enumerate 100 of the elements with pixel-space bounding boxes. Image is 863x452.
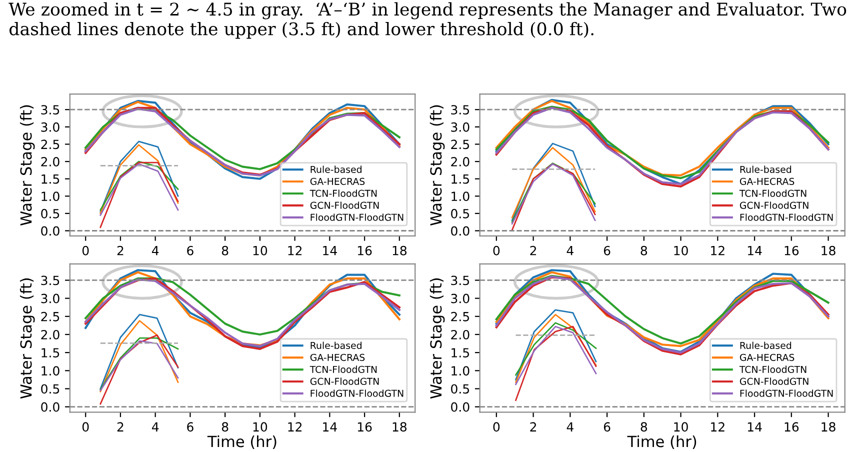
legend-label: GA-HECRAS — [310, 178, 365, 185]
x-tick-label: 6 — [604, 422, 610, 432]
legend-label: FloodGTN-FloodGTN — [740, 390, 833, 397]
x-tick-label: 16 — [784, 422, 799, 432]
y-tick-label: 1.0 — [452, 192, 470, 202]
x-axis-title: Time (hr) — [207, 435, 276, 450]
legend-label: GCN-FloodGTN — [310, 378, 379, 385]
y-tick-label: 3.0 — [451, 122, 470, 132]
y-tick-label: 2.0 — [41, 330, 60, 340]
y-tick-label: 1.5 — [42, 348, 60, 358]
y-tick-label: 1.0 — [42, 366, 60, 376]
y-tick-label: 0.5 — [451, 208, 470, 218]
x-tick-label: 18 — [822, 246, 836, 256]
y-tick-label: 3.5 — [451, 276, 470, 286]
legend-label: FloodGTN-FloodGTN — [740, 214, 833, 221]
y-tick-label: 3.5 — [451, 105, 470, 115]
x-tick-label: 14 — [748, 246, 762, 256]
x-tick-label: 6 — [604, 246, 610, 256]
legend-label: Rule-based — [740, 166, 792, 173]
x-tick-label: 18 — [392, 246, 407, 256]
y-tick-label: 1.0 — [452, 366, 470, 376]
y-tick-label: 2.5 — [41, 312, 60, 322]
legend-label: Rule-based — [740, 342, 792, 350]
x-tick-label: 2 — [117, 246, 124, 256]
line-series — [515, 326, 597, 401]
x-tick-label: 4 — [566, 422, 574, 432]
x-tick-label: 2 — [530, 246, 536, 256]
legend-label: GA-HECRAS — [740, 354, 794, 361]
y-axis-title: Water Stage (ft) — [20, 105, 35, 226]
x-tick-label: 16 — [358, 246, 372, 256]
legend-label: Rule-based — [310, 166, 362, 173]
y-tick-label: 2.0 — [41, 156, 60, 166]
legend-label: FloodGTN-FloodGTN — [310, 214, 404, 221]
y-tick-label: 1.0 — [42, 192, 60, 202]
x-tick-label: 10 — [253, 246, 268, 256]
y-tick-label: 0.0 — [41, 402, 60, 412]
y-tick-label: 0.0 — [451, 226, 470, 236]
y-tick-label: 0.5 — [451, 384, 470, 394]
x-tick-label: 10 — [253, 422, 268, 432]
y-tick-label: 1.5 — [452, 348, 470, 358]
x-tick-label: 12 — [288, 246, 302, 256]
x-tick-label: 8 — [222, 246, 228, 256]
x-tick-label: 4 — [152, 422, 159, 432]
legend-label: FloodGTN-FloodGTN — [310, 390, 404, 397]
legend-label: GCN-FloodGTN — [310, 202, 379, 209]
legend-label: TCN-FloodGTN — [310, 366, 377, 373]
text: We zoomed in t = 2 ∼ 4.5 in gray. ‘A’–‘B’ in legend represents the Manager and Evaluator. Two dashed lines denote the upper (3.5 ft) and lower threshold (0.0 ft). — [8, 2, 846, 39]
x-tick-label: 18 — [822, 422, 836, 432]
legend-label: Rule-based — [310, 342, 362, 350]
x-tick-label: 8 — [640, 246, 648, 256]
x-tick-label: 14 — [323, 246, 337, 256]
y-tick-label: 0.5 — [41, 384, 60, 394]
x-tick-label: 4 — [566, 246, 574, 256]
x-tick-label: 8 — [640, 422, 648, 432]
x-tick-label: 0 — [82, 422, 89, 432]
x-tick-label: 0 — [493, 422, 500, 432]
line-series — [100, 334, 179, 405]
x-tick-label: 0 — [82, 246, 89, 256]
x-tick-label: 10 — [674, 246, 688, 256]
legend-label: TCN-FloodGTN — [310, 190, 377, 197]
line-series — [100, 162, 179, 228]
legend-label: GA-HECRAS — [740, 178, 794, 185]
x-tick-label: 6 — [187, 246, 194, 256]
x-tick-label: 16 — [784, 246, 799, 256]
y-tick-label: 1.5 — [42, 174, 60, 184]
x-tick-label: 16 — [358, 422, 372, 432]
x-tick-label: 14 — [323, 422, 337, 432]
legend-label: TCN-FloodGTN — [739, 190, 806, 197]
y-tick-label: 3.0 — [451, 294, 470, 304]
x-tick-label: 10 — [674, 422, 688, 432]
y-tick-label: 3.0 — [41, 294, 60, 304]
legend-label: GA-HECRAS — [310, 354, 365, 361]
y-tick-label: 3.5 — [41, 276, 60, 286]
x-tick-label: 6 — [187, 422, 194, 432]
y-tick-label: 3.5 — [41, 105, 60, 115]
line-series — [515, 322, 597, 376]
y-tick-label: 2.5 — [451, 140, 470, 150]
y-tick-label: 2.5 — [451, 312, 470, 322]
x-tick-label: 14 — [748, 422, 762, 432]
x-tick-label: 2 — [117, 422, 124, 432]
y-tick-label: 0.0 — [41, 226, 60, 236]
x-tick-label: 2 — [530, 422, 536, 432]
x-tick-label: 8 — [222, 422, 228, 432]
x-tick-label: 12 — [711, 422, 724, 432]
y-axis-title: Water Stage (ft) — [430, 278, 445, 399]
y-tick-label: 3.0 — [41, 122, 60, 132]
y-tick-label: 2.0 — [451, 156, 470, 166]
x-axis-title: Time (hr) — [627, 435, 696, 450]
y-tick-label: 0.5 — [41, 208, 60, 218]
x-tick-label: 12 — [288, 422, 302, 432]
legend-label: GCN-FloodGTN — [740, 378, 808, 385]
legend-label: TCN-FloodGTN — [739, 366, 806, 373]
line-series — [515, 326, 597, 386]
y-axis-title: Water Stage (ft) — [430, 105, 445, 226]
x-tick-label: 18 — [392, 422, 407, 432]
y-tick-label: 2.5 — [41, 140, 60, 150]
legend-label: GCN-FloodGTN — [740, 202, 808, 209]
x-tick-label: 0 — [493, 246, 500, 256]
y-tick-label: 2.0 — [451, 330, 470, 340]
line-series — [84, 277, 400, 336]
